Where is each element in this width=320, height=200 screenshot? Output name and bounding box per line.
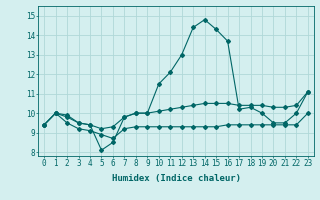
X-axis label: Humidex (Indice chaleur): Humidex (Indice chaleur) [111, 174, 241, 183]
